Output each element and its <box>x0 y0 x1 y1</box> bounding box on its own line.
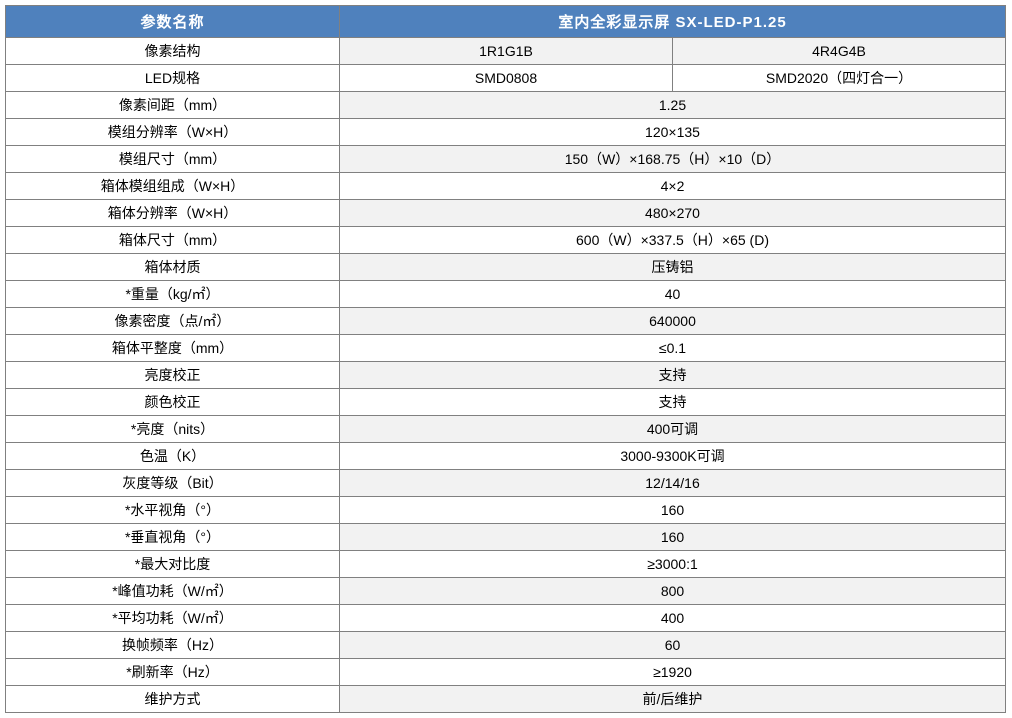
param-cell: 像素结构 <box>6 38 340 65</box>
value-cell: SMD2020（四灯合一） <box>673 65 1006 92</box>
value-cell: 压铸铝 <box>340 254 1006 281</box>
value-cell: 前/后维护 <box>340 686 1006 713</box>
value-cell: 1R1G1B <box>340 38 673 65</box>
param-cell: LED规格 <box>6 65 340 92</box>
table-row: 灰度等级（Bit）12/14/16 <box>6 470 1006 497</box>
table-header-row: 参数名称 室内全彩显示屏 SX-LED-P1.25 <box>6 6 1006 38</box>
header-product: 室内全彩显示屏 SX-LED-P1.25 <box>340 6 1006 38</box>
value-cell: 160 <box>340 497 1006 524</box>
table-row: 亮度校正支持 <box>6 362 1006 389</box>
value-cell: 40 <box>340 281 1006 308</box>
table-row: 颜色校正支持 <box>6 389 1006 416</box>
table-row: 像素结构1R1G1B4R4G4B <box>6 38 1006 65</box>
param-cell: 像素密度（点/㎡） <box>6 308 340 335</box>
table-row: 维护方式前/后维护 <box>6 686 1006 713</box>
value-cell: 支持 <box>340 389 1006 416</box>
table-row: *刷新率（Hz）≥1920 <box>6 659 1006 686</box>
param-cell: 箱体材质 <box>6 254 340 281</box>
table-row: *平均功耗（W/㎡）400 <box>6 605 1006 632</box>
table-row: 换帧频率（Hz）60 <box>6 632 1006 659</box>
table-row: 像素密度（点/㎡）640000 <box>6 308 1006 335</box>
table-row: LED规格SMD0808SMD2020（四灯合一） <box>6 65 1006 92</box>
param-cell: 换帧频率（Hz） <box>6 632 340 659</box>
value-cell: 3000-9300K可调 <box>340 443 1006 470</box>
value-cell: 1.25 <box>340 92 1006 119</box>
value-cell: 480×270 <box>340 200 1006 227</box>
param-cell: 灰度等级（Bit） <box>6 470 340 497</box>
param-cell: *水平视角（°） <box>6 497 340 524</box>
value-cell: ≥1920 <box>340 659 1006 686</box>
param-cell: *亮度（nits） <box>6 416 340 443</box>
param-cell: 色温（K） <box>6 443 340 470</box>
param-cell: 模组分辨率（W×H） <box>6 119 340 146</box>
value-cell: 600（W）×337.5（H）×65 (D) <box>340 227 1006 254</box>
param-cell: 维护方式 <box>6 686 340 713</box>
value-cell: 支持 <box>340 362 1006 389</box>
table-body: 像素结构1R1G1B4R4G4BLED规格SMD0808SMD2020（四灯合一… <box>6 38 1006 713</box>
value-cell: 160 <box>340 524 1006 551</box>
value-cell: 4R4G4B <box>673 38 1006 65</box>
value-cell: 800 <box>340 578 1006 605</box>
table-row: *水平视角（°）160 <box>6 497 1006 524</box>
param-cell: *峰值功耗（W/㎡） <box>6 578 340 605</box>
table-row: *亮度（nits）400可调 <box>6 416 1006 443</box>
value-cell: 120×135 <box>340 119 1006 146</box>
param-cell: *平均功耗（W/㎡） <box>6 605 340 632</box>
param-cell: 亮度校正 <box>6 362 340 389</box>
value-cell: 400可调 <box>340 416 1006 443</box>
table-row: 像素间距（mm）1.25 <box>6 92 1006 119</box>
table-row: *垂直视角（°）160 <box>6 524 1006 551</box>
table-row: 模组分辨率（W×H）120×135 <box>6 119 1006 146</box>
spec-table: 参数名称 室内全彩显示屏 SX-LED-P1.25 像素结构1R1G1B4R4G… <box>5 5 1006 713</box>
value-cell: SMD0808 <box>340 65 673 92</box>
value-cell: 60 <box>340 632 1006 659</box>
table-row: 箱体材质压铸铝 <box>6 254 1006 281</box>
table-row: *重量（kg/㎡）40 <box>6 281 1006 308</box>
value-cell: ≥3000:1 <box>340 551 1006 578</box>
value-cell: 150（W）×168.75（H）×10（D） <box>340 146 1006 173</box>
param-cell: 颜色校正 <box>6 389 340 416</box>
value-cell: 640000 <box>340 308 1006 335</box>
param-cell: 箱体平整度（mm） <box>6 335 340 362</box>
table-row: 模组尺寸（mm）150（W）×168.75（H）×10（D） <box>6 146 1006 173</box>
value-cell: 4×2 <box>340 173 1006 200</box>
value-cell: ≤0.1 <box>340 335 1006 362</box>
param-cell: 箱体尺寸（mm） <box>6 227 340 254</box>
param-cell: 模组尺寸（mm） <box>6 146 340 173</box>
table-row: 箱体模组组成（W×H）4×2 <box>6 173 1006 200</box>
param-cell: *垂直视角（°） <box>6 524 340 551</box>
table-row: 箱体分辨率（W×H）480×270 <box>6 200 1006 227</box>
table-row: 色温（K）3000-9300K可调 <box>6 443 1006 470</box>
table-row: *峰值功耗（W/㎡）800 <box>6 578 1006 605</box>
value-cell: 12/14/16 <box>340 470 1006 497</box>
param-cell: *重量（kg/㎡） <box>6 281 340 308</box>
param-cell: *最大对比度 <box>6 551 340 578</box>
table-row: *最大对比度≥3000:1 <box>6 551 1006 578</box>
table-row: 箱体尺寸（mm）600（W）×337.5（H）×65 (D) <box>6 227 1006 254</box>
table-row: 箱体平整度（mm）≤0.1 <box>6 335 1006 362</box>
param-cell: 箱体模组组成（W×H） <box>6 173 340 200</box>
param-cell: 箱体分辨率（W×H） <box>6 200 340 227</box>
value-cell: 400 <box>340 605 1006 632</box>
param-cell: *刷新率（Hz） <box>6 659 340 686</box>
header-param: 参数名称 <box>6 6 340 38</box>
param-cell: 像素间距（mm） <box>6 92 340 119</box>
